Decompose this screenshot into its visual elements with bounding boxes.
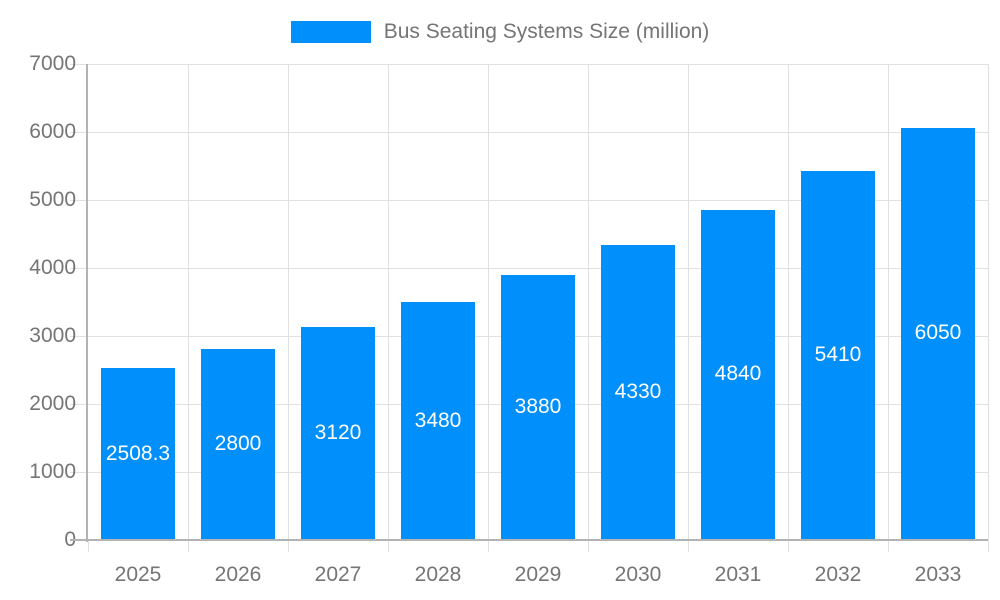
v-gridline <box>388 64 389 540</box>
bar-value-label: 2508.3 <box>105 441 171 465</box>
bar-value-label: 4330 <box>614 379 662 403</box>
bar-value-label: 5410 <box>814 343 862 367</box>
h-gridline <box>88 200 988 201</box>
h-gridline <box>88 132 988 133</box>
x-axis-tick <box>288 540 289 552</box>
y-axis-label: 0 <box>0 528 76 552</box>
x-axis-tick <box>688 540 689 552</box>
x-axis-tick <box>888 540 889 552</box>
x-axis-label: 2032 <box>814 563 862 586</box>
legend-swatch-icon <box>290 21 371 43</box>
bar-2025[interactable]: 2508.3 <box>101 368 175 539</box>
x-axis-tick <box>388 540 389 552</box>
v-gridline <box>988 64 989 540</box>
x-axis-tick <box>588 540 589 552</box>
y-axis-label: 2000 <box>29 392 76 415</box>
x-axis-tick <box>188 540 189 552</box>
bar-value-label: 4840 <box>714 362 762 386</box>
y-axis-tick <box>70 132 88 133</box>
bar-2027[interactable]: 3120 <box>301 326 375 539</box>
x-axis-label: 2028 <box>414 563 462 586</box>
v-gridline <box>788 64 789 540</box>
v-gridline <box>488 64 489 540</box>
bar-2032[interactable]: 5410 <box>801 171 875 539</box>
legend[interactable]: Bus Seating Systems Size (million) <box>0 20 1000 44</box>
y-axis-tick <box>70 472 88 473</box>
v-gridline <box>688 64 689 540</box>
v-gridline <box>588 64 589 540</box>
y-axis-tick <box>70 336 88 337</box>
bar-value-label: 2800 <box>214 431 262 455</box>
x-axis-label: 2027 <box>314 563 362 586</box>
h-gridline <box>88 268 988 269</box>
bar-value-label: 3880 <box>514 395 562 419</box>
bar-value-label: 3480 <box>414 408 462 432</box>
plot-area: 010002000300040005000600070002508.320252… <box>29 52 989 586</box>
x-axis-tick <box>88 540 89 552</box>
y-axis-label: 4000 <box>29 256 76 279</box>
x-axis-tick <box>788 540 789 552</box>
x-axis-label: 2025 <box>114 563 162 586</box>
x-axis-label: 2026 <box>214 563 262 586</box>
bar-2031[interactable]: 4840 <box>701 209 775 539</box>
bar-2026[interactable]: 2800 <box>201 348 275 539</box>
y-axis-label: 3000 <box>29 324 76 347</box>
y-axis-tick <box>70 404 88 405</box>
y-axis-label: 5000 <box>29 188 76 211</box>
y-axis-line <box>86 64 88 542</box>
x-axis-tick <box>488 540 489 552</box>
bar-value-label: 3120 <box>314 420 362 444</box>
bar-2033[interactable]: 6050 <box>901 127 975 539</box>
x-axis-tick <box>988 540 989 552</box>
y-axis-label: 7000 <box>29 52 76 75</box>
h-gridline <box>88 64 988 65</box>
y-axis-label: 1000 <box>29 460 76 483</box>
y-axis-tick <box>70 64 88 65</box>
x-axis-label: 2033 <box>914 563 962 586</box>
v-gridline <box>188 64 189 540</box>
bar-value-label: 6050 <box>914 321 962 345</box>
bar-2030[interactable]: 4330 <box>601 244 675 539</box>
x-axis-label: 2029 <box>514 563 562 586</box>
v-gridline <box>288 64 289 540</box>
bar-2029[interactable]: 3880 <box>501 275 575 539</box>
v-gridline <box>888 64 889 540</box>
legend-label: Bus Seating Systems Size (million) <box>383 20 710 43</box>
x-axis-label: 2031 <box>714 563 762 586</box>
bar-2028[interactable]: 3480 <box>401 302 475 539</box>
x-axis-line <box>70 539 988 541</box>
y-axis-label: 6000 <box>29 120 76 143</box>
y-axis-tick <box>70 268 88 269</box>
x-axis-label: 2030 <box>614 563 662 586</box>
y-axis-tick <box>70 200 88 201</box>
